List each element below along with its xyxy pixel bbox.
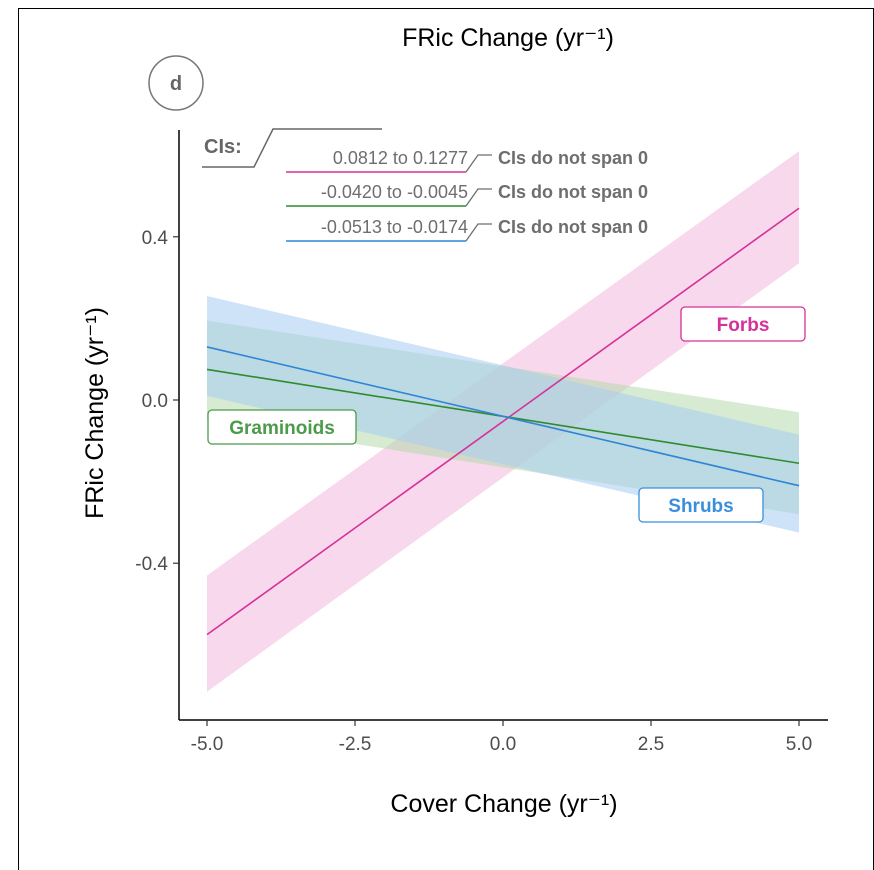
ci-header-callout: CIs:	[202, 128, 382, 168]
graminoids-ci-leader	[465, 188, 492, 207]
x-axis-title: Cover Change (yr⁻¹)	[390, 790, 617, 818]
forbs-label: Forbs	[680, 306, 806, 342]
x-tick-label: 0.0	[490, 734, 516, 755]
forbs-label-box	[680, 306, 806, 342]
forbs-label-text: Forbs	[717, 315, 770, 336]
shrubs-label-box	[638, 487, 764, 523]
graminoids-label-box	[207, 409, 357, 445]
series-lines	[206, 207, 800, 636]
shrubs-ci-text: -0.0513 to -0.0174	[321, 217, 468, 237]
shrubs-label-text: Shrubs	[668, 496, 733, 517]
graminoids-ci-row: -0.0420 to -0.0045 CIs do not span 0	[286, 182, 648, 207]
shrubs-label: Shrubs	[638, 487, 764, 523]
chart-title: FRic Change (yr⁻¹)	[402, 24, 614, 52]
ci-rows: 0.0812 to 0.1277 CIs do not span 0-0.0420…	[286, 148, 648, 242]
y-axis-title: FRic Change (yr⁻¹)	[81, 307, 109, 519]
graminoids-label-text: Graminoids	[229, 418, 335, 439]
shrubs-ci-row: -0.0513 to -0.0174 CIs do not span 0	[286, 217, 648, 242]
forbs-ci-note: CIs do not span 0	[498, 148, 648, 168]
shrubs-line	[206, 346, 800, 487]
ci-header: CIs:	[204, 136, 242, 158]
forbs-ci-row: 0.0812 to 0.1277 CIs do not span 0	[286, 148, 648, 173]
x-ticks: -5.0 -2.5 0.0 2.5 5.0	[191, 720, 812, 755]
y-tick-label: 0.4	[142, 228, 169, 249]
forbs-ci-leader	[465, 154, 492, 173]
shrubs-ci-leader	[465, 223, 492, 242]
x-tick-label: 5.0	[786, 734, 812, 755]
y-tick-label: -0.4	[135, 554, 168, 575]
x-tick-label: -2.5	[339, 734, 372, 755]
forbs-line	[206, 207, 800, 636]
y-tick-label: 0.0	[142, 391, 168, 412]
y-ticks: -0.4 0.0 0.4	[135, 228, 179, 575]
series-labels: Forbs Graminoids Shrubs	[207, 306, 806, 523]
panel-label: d	[170, 73, 182, 95]
graminoids-ci-note: CIs do not span 0	[498, 182, 648, 202]
shrubs-ci-band	[207, 295, 799, 533]
panel-badge-circle	[148, 55, 204, 111]
shrubs-ci-note: CIs do not span 0	[498, 217, 648, 237]
x-tick-label: -5.0	[191, 734, 224, 755]
ci-header-leader	[202, 128, 382, 168]
forbs-ci-text: 0.0812 to 0.1277	[333, 148, 468, 168]
graminoids-ci-text: -0.0420 to -0.0045	[321, 182, 468, 202]
x-tick-label: 2.5	[638, 734, 664, 755]
panel-badge: d	[148, 55, 204, 111]
graminoids-label: Graminoids	[207, 409, 357, 445]
